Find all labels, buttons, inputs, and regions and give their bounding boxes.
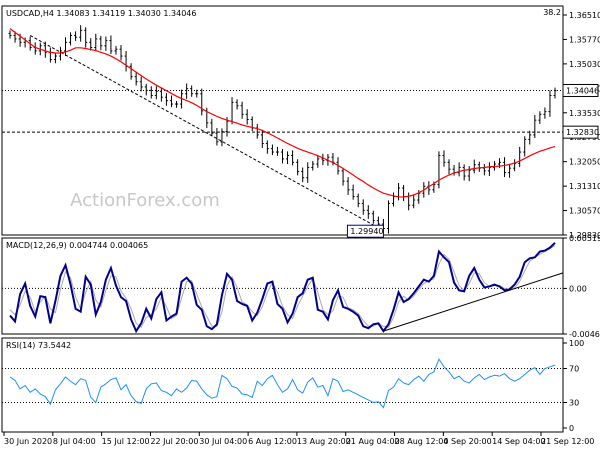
price-title: USDCAD,H4 1.34083 1.34119 1.34030 1.3404…	[6, 9, 196, 18]
rsi-panel-frame	[1, 337, 564, 433]
x-tick-label: 4 Sep 20:00	[443, 437, 491, 446]
macd-trendline	[383, 272, 564, 332]
x-tick-label: 21 Aug 04:00	[346, 437, 400, 446]
x-tick-label: 6 Aug 12:00	[248, 437, 297, 446]
macd-y-tick-label: -0.004697	[569, 330, 600, 339]
price-y-tick-label: 1.31310	[569, 182, 600, 191]
price-y-tick-label: 1.32050	[569, 158, 600, 167]
fib-level-box	[562, 125, 599, 139]
rsi-plot: 100 70 30 0 RSI(14) 73.5442	[2, 339, 584, 433]
moving-average-line	[9, 28, 556, 198]
macd-y-tick-label: 0.005194	[569, 234, 600, 243]
x-tick-label: 30 Jun 2020	[4, 437, 52, 446]
fib-level-label: 1.32830	[566, 128, 599, 137]
price-y-tick-label: 1.35770	[569, 35, 600, 44]
macd-line	[9, 242, 556, 334]
price-y-tick-label: 1.30570	[569, 207, 600, 216]
price-y-tick-label: 1.29830	[569, 231, 600, 240]
price-trendline	[29, 35, 384, 231]
x-tick-label: 14 Sep 04:00	[492, 437, 545, 446]
rsi-y-tick-label: 70	[569, 365, 579, 374]
x-tick-label: 21 Sep 12:00	[541, 437, 594, 446]
fib-corner-label: 38.2	[543, 8, 561, 17]
macd-plot: 0.005194 0.00 -0.004697 MACD(12,26,9) 0.004…	[2, 234, 600, 339]
price-y-tick-label: 1.33530	[569, 109, 600, 118]
current-price-box	[562, 83, 599, 97]
rsi-y-tick-label: 100	[569, 339, 584, 348]
price-y-tick-label: 1.36510	[569, 11, 600, 20]
x-tick-label: 30 Jul 04:00	[199, 437, 247, 446]
current-price-label: 1.34046	[566, 86, 599, 95]
x-tick-label: 8 Jul 04:00	[53, 437, 96, 446]
rsi-title: RSI(14) 73.5442	[6, 341, 71, 350]
macd-panel-frame	[1, 237, 564, 335]
price-y-tick-label: 1.35030	[569, 60, 600, 69]
x-axis: 30 Jun 2020 8 Jul 04:00 15 Jul 12:00 22 Jul…	[3, 432, 594, 446]
watermark: ActionForex.com	[70, 190, 220, 211]
x-tick-label: 13 Aug 20:00	[297, 437, 351, 446]
x-tick-label: 28 Aug 12:00	[395, 437, 449, 446]
x-tick-label: 22 Jul 20:00	[150, 437, 198, 446]
rsi-y-tick-label: 0	[569, 424, 574, 433]
price-panel-frame	[1, 5, 564, 236]
low-marker-box	[346, 224, 384, 238]
rsi-line	[9, 358, 556, 409]
price-plot: 1.365101.357701.350301.342901.335301.327…	[2, 8, 600, 240]
rsi-y-tick-label: 30	[569, 399, 579, 408]
macd-title: MACD(12,26,9) 0.004744 0.004065	[6, 241, 148, 250]
x-tick-label: 15 Jul 12:00	[102, 437, 150, 446]
low-marker-label: 1.29940	[350, 227, 383, 236]
macd-y-tick-label: 0.00	[569, 284, 587, 293]
